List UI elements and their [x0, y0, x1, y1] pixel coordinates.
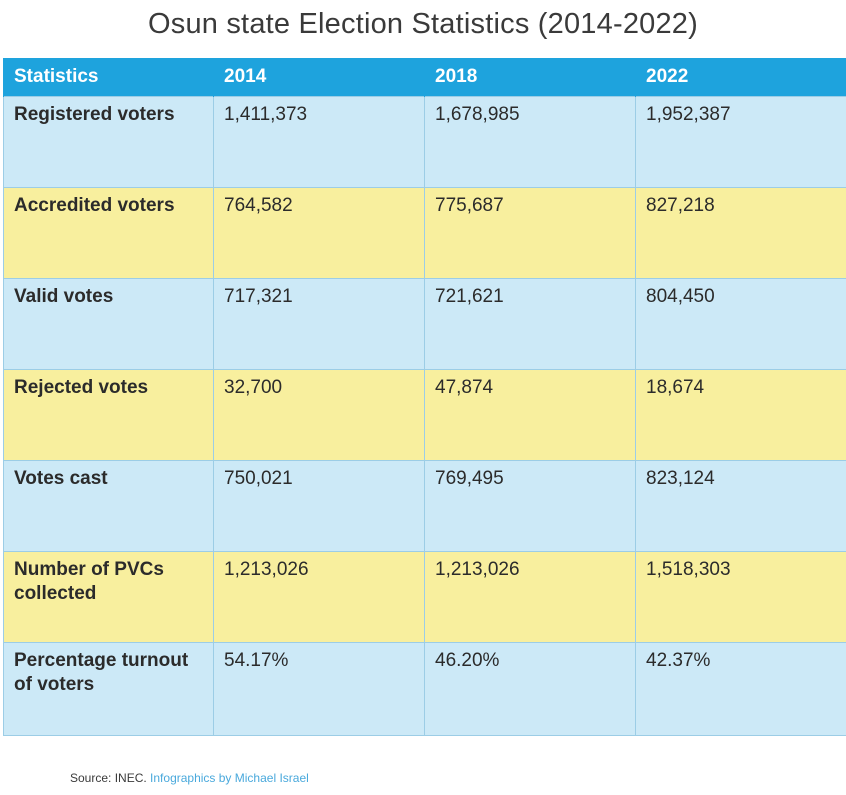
table-cell: 764,582	[213, 187, 425, 279]
table-cell: 46.20%	[424, 642, 636, 736]
table-cell: 717,321	[213, 278, 425, 370]
table-row: Number of PVCs collected 1,213,026 1,213…	[3, 551, 846, 643]
row-label-registered-voters: Registered voters	[3, 96, 214, 188]
table-cell: 1,411,373	[213, 96, 425, 188]
table-row: Accredited voters 764,582 775,687 827,21…	[3, 187, 846, 279]
table-cell: 827,218	[635, 187, 846, 279]
table-row: Percentage turnout of voters 54.17% 46.2…	[3, 642, 846, 736]
row-label-rejected-votes: Rejected votes	[3, 369, 214, 461]
row-label-accredited-voters: Accredited voters	[3, 187, 214, 279]
table-cell: 47,874	[424, 369, 636, 461]
table-cell: 1,678,985	[424, 96, 636, 188]
row-label-votes-cast: Votes cast	[3, 460, 214, 552]
table-row: Registered voters 1,411,373 1,678,985 1,…	[3, 96, 846, 188]
column-header-statistics: Statistics	[3, 58, 214, 97]
table-cell: 1,518,303	[635, 551, 846, 643]
table-row: Valid votes 717,321 721,621 804,450	[3, 278, 846, 370]
table-cell: 32,700	[213, 369, 425, 461]
table-cell: 769,495	[424, 460, 636, 552]
column-header-2022: 2022	[635, 58, 846, 97]
table-cell: 1,952,387	[635, 96, 846, 188]
table-row: Rejected votes 32,700 47,874 18,674	[3, 369, 846, 461]
election-statistics-table: Statistics 2014 2018 2022 Registered vot…	[3, 58, 846, 736]
column-header-2018: 2018	[424, 58, 636, 97]
table-row: Votes cast 750,021 769,495 823,124	[3, 460, 846, 552]
table-cell: 823,124	[635, 460, 846, 552]
table-cell: 42.37%	[635, 642, 846, 736]
table-cell: 1,213,026	[213, 551, 425, 643]
table-cell: 721,621	[424, 278, 636, 370]
source-note: Source: INEC. Infographics by Michael Is…	[70, 771, 309, 785]
table-cell: 18,674	[635, 369, 846, 461]
row-label-pvcs-collected: Number of PVCs collected	[3, 551, 214, 643]
table-header-row: Statistics 2014 2018 2022	[3, 58, 846, 97]
source-text: Source: INEC.	[70, 771, 147, 785]
infographics-credit: Infographics by Michael Israel	[150, 771, 309, 785]
row-label-valid-votes: Valid votes	[3, 278, 214, 370]
table-cell: 750,021	[213, 460, 425, 552]
page-title: Osun state Election Statistics (2014-202…	[147, 8, 698, 40]
table-cell: 54.17%	[213, 642, 425, 736]
table-cell: 804,450	[635, 278, 846, 370]
table-cell: 775,687	[424, 187, 636, 279]
table-cell: 1,213,026	[424, 551, 636, 643]
row-label-turnout-percentage: Percentage turnout of voters	[3, 642, 214, 736]
column-header-2014: 2014	[213, 58, 425, 97]
